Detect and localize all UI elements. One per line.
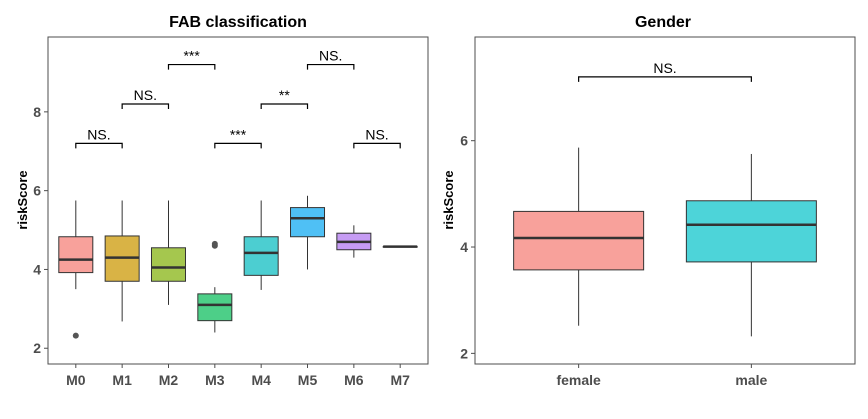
fab-y-axis-label: riskScore (15, 170, 30, 229)
gender-box-male (685, 200, 817, 263)
fab-box-m0 (58, 236, 94, 274)
fab-box-m3 (197, 293, 233, 322)
fab-significance-label: ** (279, 87, 290, 103)
fab-box-m4 (243, 236, 279, 276)
fab-significance-label: NS. (134, 87, 157, 103)
fab-significance-bracket (306, 63, 355, 70)
fab-significance-label: *** (183, 48, 200, 64)
fab-significance-bracket (75, 142, 123, 149)
fab-x-tick-label: M3 (205, 372, 225, 388)
fab-x-tick-label: M5 (298, 372, 318, 388)
fab-significance-label: NS. (365, 126, 388, 142)
fab-significance-label: *** (230, 126, 247, 142)
fab-x-tick-label: M2 (159, 372, 179, 388)
gender-chart-title: Gender (635, 14, 691, 31)
fab-x-tick-label: M1 (112, 372, 132, 388)
fab-x-tick-label: M4 (251, 372, 271, 388)
fab-y-tick-label: 2 (33, 340, 41, 356)
gender-x-tick-label: female (556, 372, 601, 388)
fab-significance-bracket (167, 63, 216, 70)
fab-significance-label: NS. (319, 48, 342, 64)
fab-significance-bracket (260, 103, 309, 109)
fab-y-tick-label: 8 (33, 104, 41, 120)
fab-box-m3-outlier (211, 240, 218, 247)
gender-y-tick-label: 2 (460, 345, 468, 361)
gender-plot-marks: 2 4 6 female male NS. (460, 60, 817, 388)
fab-box-m5 (290, 207, 326, 238)
gender-y-tick-label: 4 (460, 239, 468, 255)
panel-fab: FAB classification riskScore 2 4 6 8 M0 M1 M2 M… (15, 14, 429, 388)
gender-x-tick-label: male (735, 372, 767, 388)
gender-significance-label: NS. (653, 60, 676, 76)
fab-x-tick-label: M7 (390, 372, 410, 388)
fab-y-tick-label: 6 (33, 183, 41, 199)
gender-y-tick-label: 6 (460, 133, 468, 149)
fab-box-m2 (150, 247, 186, 282)
fab-significance-bracket (121, 103, 170, 109)
gender-y-axis-label: riskScore (441, 170, 456, 229)
fab-x-tick-label: M0 (66, 372, 86, 388)
fab-significance-bracket (353, 142, 401, 149)
gender-box-female (513, 210, 645, 271)
fab-significance-label: NS. (87, 126, 110, 142)
fab-y-tick-label: 4 (33, 261, 41, 277)
fab-significance-bracket (214, 142, 262, 149)
gender-plot-frame (474, 36, 856, 365)
panel-gender: Gender riskScore 2 4 6 female male NS. (441, 14, 856, 388)
fab-plot-frame (47, 36, 429, 365)
fab-chart-title: FAB classification (169, 14, 307, 31)
fab-box-m0-outlier (72, 332, 79, 339)
fab-x-tick-label: M6 (344, 372, 364, 388)
gender-significance-bracket (578, 76, 752, 82)
